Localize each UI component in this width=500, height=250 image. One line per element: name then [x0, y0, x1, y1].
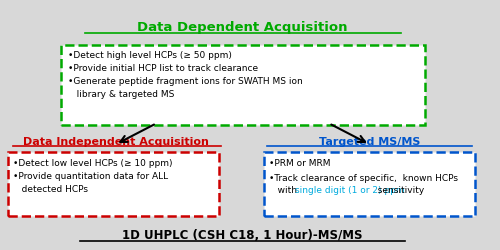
Text: •PRM or MRM: •PRM or MRM [269, 158, 330, 167]
Text: •Detect low level HCPs (≥ 10 ppm)
•Provide quantitation data for ALL
   detected: •Detect low level HCPs (≥ 10 ppm) •Provi… [13, 158, 172, 193]
FancyBboxPatch shape [60, 46, 424, 125]
Text: with: with [269, 186, 300, 194]
Text: •Track clearance of specific,  known HCPs: •Track clearance of specific, known HCPs [269, 173, 458, 182]
Text: sensitivity: sensitivity [372, 186, 424, 194]
Text: 1D UHPLC (CSH C18, 1 Hour)-MS/MS: 1D UHPLC (CSH C18, 1 Hour)-MS/MS [122, 228, 363, 241]
Text: •Detect high level HCPs (≥ 50 ppm)
•Provide initial HCP list to track clearance
: •Detect high level HCPs (≥ 50 ppm) •Prov… [68, 51, 302, 98]
Text: Targeted MS/MS: Targeted MS/MS [319, 136, 420, 146]
Text: Data Dependent Acquisition: Data Dependent Acquisition [138, 21, 348, 34]
FancyBboxPatch shape [264, 152, 475, 216]
FancyBboxPatch shape [8, 152, 218, 216]
Text: single digit (1 or 2) ppm: single digit (1 or 2) ppm [296, 186, 405, 194]
Text: Data Independent Acquisition: Data Independent Acquisition [23, 136, 208, 146]
